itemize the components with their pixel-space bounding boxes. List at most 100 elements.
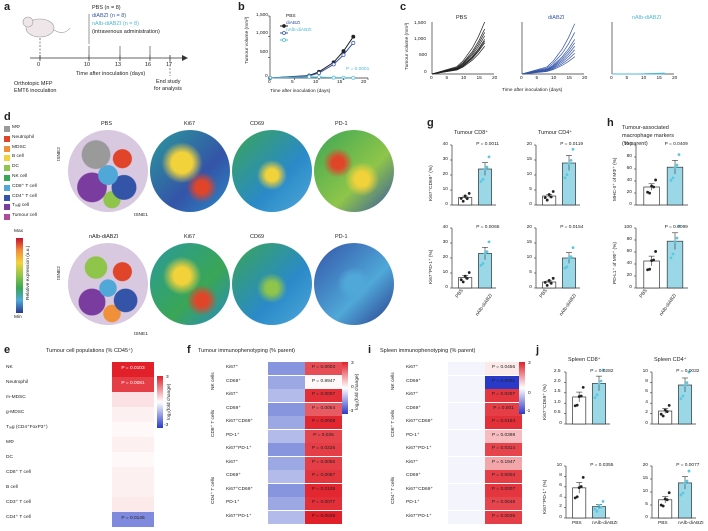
j-cd4-top-dot-0-4 xyxy=(667,403,671,407)
g-cd4-top-ytick-2: 10 xyxy=(526,171,532,177)
i-scale-min: -1 xyxy=(526,409,531,414)
e-row-label-6: DC xyxy=(6,455,13,460)
h-bot-dot-1-0 xyxy=(669,256,673,260)
j-cd4-bot-ytick-3: 5 xyxy=(645,501,648,507)
g-cd4-top-dot-1-4 xyxy=(571,147,575,151)
h-top-ytick-3: 40 xyxy=(626,177,632,183)
h-top-ytick-1: 80 xyxy=(626,153,632,159)
b-legend-marker-1 xyxy=(282,31,286,35)
d-title-cd69-bot: CD69 xyxy=(250,234,265,240)
j-cd8-xlabel-pbs: PBS xyxy=(572,521,582,526)
b-pvalue: P = 0.0001 xyxy=(346,67,370,72)
j-cd8-top-pvalue: P = 0.0282 xyxy=(590,369,614,374)
b-ytick-1000: 1,000 xyxy=(256,31,269,36)
j-cd4-top-ytick-2: 6 xyxy=(645,389,648,395)
e-cell-2-0 xyxy=(70,392,112,407)
b-point-0-5 xyxy=(351,34,356,39)
b-series-line-1 xyxy=(269,42,354,79)
c-xtick-0-5: 5 xyxy=(445,76,449,81)
d-legend-label-9: Tumour cell xyxy=(12,213,37,219)
g-cd4-top-dot-0-2 xyxy=(547,193,551,196)
d-legend-swatch-3 xyxy=(4,155,10,162)
j-cd4-bot-ytick-4: 0 xyxy=(645,514,648,520)
d-legend-swatch-1 xyxy=(4,135,10,142)
e-row-label-5: MΦ xyxy=(6,440,14,445)
i-cell-11-1: P = 0.0036 xyxy=(485,510,522,524)
a-left-note-1: Orthotopic MFP xyxy=(14,81,53,87)
g-cd4-bot-ytick-1: 15 xyxy=(526,239,532,245)
j-cd8-bot-ytick-1: 8 xyxy=(559,472,562,478)
j-cd8-bot-dot-1-1 xyxy=(595,509,599,513)
d-legend-swatch-0 xyxy=(4,126,10,132)
g-cd8-top-dot-0-0 xyxy=(459,197,463,200)
j-cd4-top-pvalue: P = 0.0032 xyxy=(676,369,700,374)
b-point-1-4 xyxy=(341,52,346,57)
j-cd8-bot-dot-1-4 xyxy=(601,499,605,503)
f-row-label-9: Ki67⁺CD69⁺ xyxy=(226,486,253,492)
panel-label-d: d xyxy=(4,111,11,123)
g-cd8-bot-ytick-3: 10 xyxy=(442,269,448,275)
g-cd4-top-ytick-4: 0 xyxy=(529,201,532,207)
h-top-ytick-0: 100 xyxy=(623,141,632,147)
g-cd8-bot-ytick-0: 40 xyxy=(442,224,448,230)
j-cd4-top-title: Spleen CD4⁺ xyxy=(654,357,687,363)
g-cd8-top-dot-0-3 xyxy=(465,197,469,201)
d-legend-label-0: MΦ xyxy=(12,125,20,130)
c-title-pbs: PBS xyxy=(456,15,468,21)
f-row-label-8: CD69⁺ xyxy=(226,473,241,478)
j-cd8-top-ytick-0: 2.5 xyxy=(553,368,561,374)
h-title-0: Tumour-associated xyxy=(622,125,669,131)
j-cd8-top-dot-1-0 xyxy=(593,396,597,400)
g-cd4-top-dot-1-1 xyxy=(565,173,569,177)
a-tick-0: 0 xyxy=(37,62,41,68)
g-cd8-bot-dot-0-2 xyxy=(463,274,467,278)
g-cd8-bot-dot-1-1 xyxy=(481,262,485,265)
f-cell-1-0 xyxy=(268,375,305,389)
g-cd4-top-dot-1-3 xyxy=(569,158,573,162)
j-cd8-xlabel-nalb: nAlb-diABZI xyxy=(592,521,618,526)
c-xtick-1-10: 10 xyxy=(551,76,557,81)
e-cell-7-1 xyxy=(112,467,154,482)
j-cd4-top-dot-0-2 xyxy=(663,408,667,412)
e-title: Tumour cell populations (% CD45⁺) xyxy=(46,348,133,354)
panel-b-chart xyxy=(268,15,369,80)
c-xtick-0-15: 15 xyxy=(476,76,482,81)
f-cell-3-0 xyxy=(268,402,305,416)
j-cd4-top-dot-0-3 xyxy=(665,410,669,413)
f-scale-min: -3 xyxy=(349,409,354,414)
e-cell-3-1 xyxy=(112,407,154,422)
i-cell-10-0 xyxy=(448,497,485,510)
e-cell-3-0 xyxy=(70,407,112,422)
h-top-ytick-5: 0 xyxy=(629,201,632,207)
tsne-pbs-clusters xyxy=(68,130,148,212)
i-row-label-9: Ki67⁺CD69⁺ xyxy=(406,486,433,492)
e-cell-0-1: P = 0.0103 xyxy=(112,362,154,377)
e-cell-8-1 xyxy=(112,482,154,497)
f-row-label-6: Ki67⁺PD-1⁺ xyxy=(226,446,252,451)
g-cd8-top-dot-0-4 xyxy=(467,192,471,195)
b-point-1-5 xyxy=(351,40,356,45)
j-cd4-top-dot-1-3 xyxy=(685,381,689,385)
e-cell-8-0 xyxy=(70,482,112,497)
d-legend-label-2: MDSC xyxy=(12,144,27,150)
panel-label-a: a xyxy=(4,1,11,13)
b-point-2-1 xyxy=(307,74,312,79)
g-cd8-top-dot-1-1 xyxy=(481,177,485,181)
d-legend-swatch-8 xyxy=(4,204,10,211)
h-top-ytick-4: 20 xyxy=(626,189,632,195)
f-cell-0-0 xyxy=(268,362,305,375)
d-legend-swatch-5 xyxy=(4,175,10,181)
e-cell-5-1 xyxy=(112,437,154,452)
j-cd8-top-ytick-2: 1.5 xyxy=(553,389,561,395)
e-cell-2-1 xyxy=(112,392,154,407)
i-cell-3-1: P = 0.001 xyxy=(485,402,522,416)
c-animal-line-0-1 xyxy=(431,28,486,75)
c-ytick-1500: 1,500 xyxy=(414,21,427,26)
e-row-label-3: g-MDSC xyxy=(6,410,25,415)
i-row-label-10: PD-1⁺ xyxy=(406,500,420,505)
i-cell-5-0 xyxy=(448,429,485,443)
j-cd4-bot-ytick-0: 20 xyxy=(642,462,648,468)
d-expression-colorbar xyxy=(16,238,23,313)
a-right-note-2: for analysis xyxy=(154,86,182,92)
d-legend-swatch-6 xyxy=(4,184,10,191)
